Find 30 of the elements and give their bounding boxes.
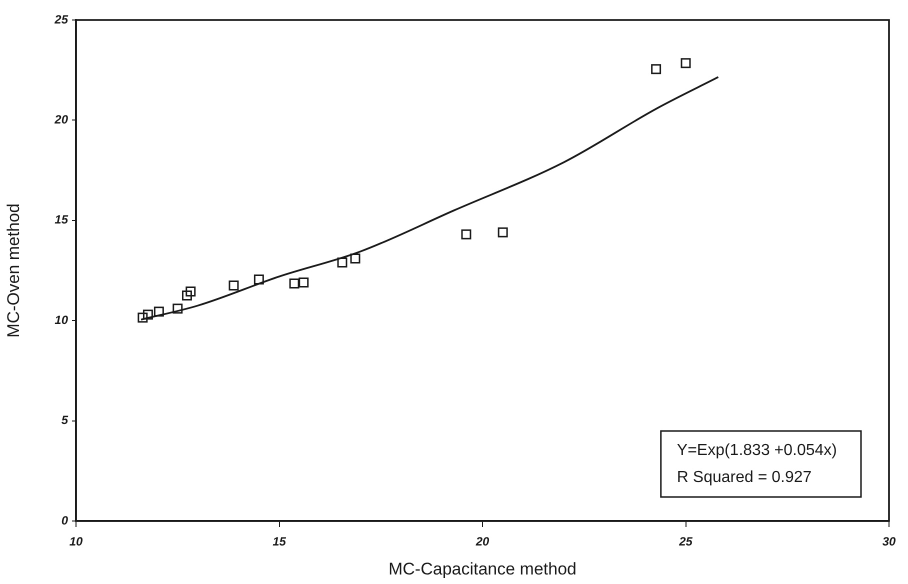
point (142, 310, 153, 320)
point (289, 278, 300, 289)
y-tick-label: 10 (54, 312, 68, 327)
point (680, 58, 691, 68)
point (228, 280, 239, 291)
annotation: R Squared = 0.927 (676, 468, 812, 486)
x-tick-label: 20 (474, 534, 490, 549)
y-tick-label: 15 (54, 212, 68, 227)
point (337, 257, 348, 268)
point (498, 227, 508, 238)
x-tick-label: 30 (882, 534, 896, 549)
point (182, 290, 192, 301)
y-axis-title: MC-Oven method (4, 203, 23, 338)
x-axis-title: MC-Capacitance method (388, 559, 577, 578)
y-tick-label: 20 (54, 112, 68, 127)
y-tick-label: 5 (61, 413, 68, 428)
point (350, 253, 360, 264)
point (154, 306, 164, 317)
y-tick-label: 25 (54, 12, 68, 26)
point (172, 304, 183, 314)
x-tick-label: 25 (678, 534, 693, 549)
point (254, 274, 264, 285)
annotation: Y=Exp(1.833 +0.054x) (676, 442, 837, 459)
x-tick-label: 15 (272, 534, 286, 549)
point (186, 286, 196, 297)
point (298, 278, 309, 288)
point (138, 312, 148, 323)
point (461, 229, 472, 240)
point (651, 64, 662, 74)
y-tick-label: 0 (61, 513, 68, 528)
